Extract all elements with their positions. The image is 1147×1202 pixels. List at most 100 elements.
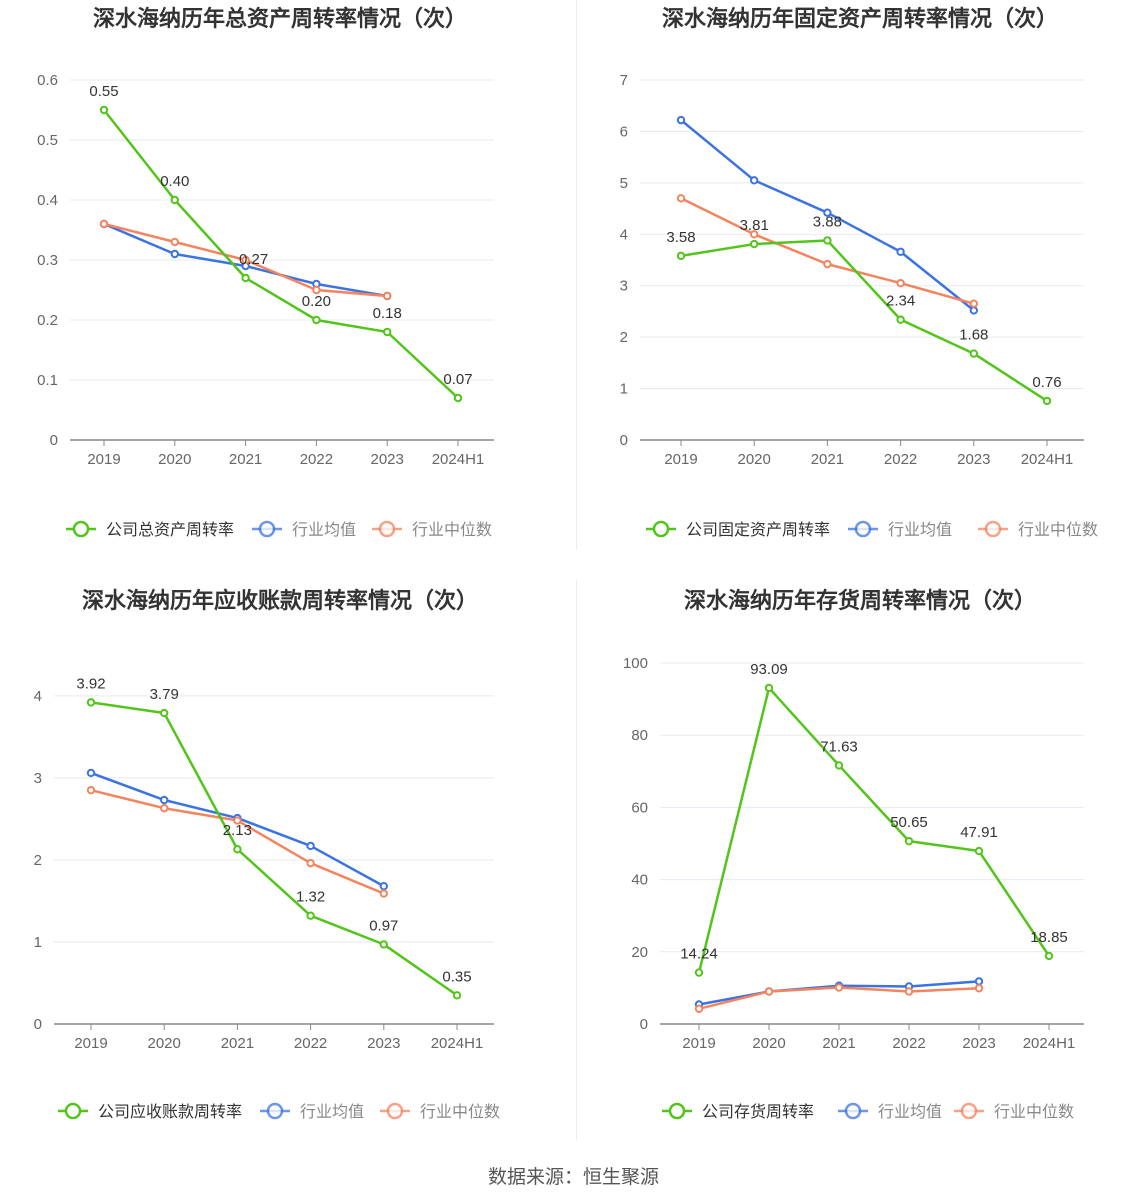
data-label: 3.79	[150, 686, 179, 703]
x-tick-label: 2024H1	[432, 451, 485, 468]
data-point-company	[453, 393, 463, 403]
y-tick-label: 0.3	[37, 252, 58, 269]
data-point-median	[233, 816, 242, 825]
data-point-company	[676, 251, 686, 261]
legend-item-median: 行业中位数	[372, 520, 492, 539]
data-label: 3.58	[666, 229, 695, 246]
data-point-avg	[750, 176, 759, 185]
data-point-company	[904, 836, 914, 846]
data-point-median	[764, 987, 774, 996]
chart-fixed-assets: 深水海纳历年固定资产周转率情况（次） 0 1 2 3 4 5 6 7 2019 2020 2021 20…	[620, 6, 1098, 539]
x-tick-label: 2019	[682, 1035, 715, 1052]
data-point-median	[170, 237, 180, 247]
y-tick-label: 60	[631, 799, 648, 816]
data-point-company	[750, 239, 759, 249]
legend-label: 公司总资产周转率	[106, 521, 234, 539]
legend-item-avg: 行业均值	[260, 1102, 364, 1121]
y-tick-label: 0.5	[37, 132, 58, 149]
chart-inventory: 深水海纳历年存货周转率情况（次） 0 20 40 60 80 100 2019 2020 2021…	[623, 588, 1084, 1121]
data-point-avg	[379, 881, 388, 891]
y-tick-label: 20	[631, 944, 648, 961]
legend-label: 行业中位数	[994, 1103, 1074, 1121]
data-point-company	[974, 846, 984, 856]
series-line-median	[90, 788, 385, 895]
y-tick-label: 0.1	[37, 372, 58, 389]
x-tick-label: 2019	[74, 1035, 107, 1052]
legend-item-company: 公司总资产周转率	[66, 520, 234, 539]
data-point-avg	[170, 249, 180, 259]
data-point-company	[170, 195, 180, 205]
data-point-median	[974, 984, 984, 993]
legend-marker	[984, 520, 1002, 538]
y-tick-label: 2	[34, 852, 42, 869]
legend-marker	[960, 1102, 978, 1120]
y-tick-label: 100	[623, 655, 648, 672]
data-label: 2.13	[223, 822, 252, 839]
data-point-company	[306, 911, 315, 920]
chart-title: 深水海纳历年存货周转率情况（次）	[684, 588, 1036, 613]
data-point-avg	[823, 208, 832, 217]
x-tick-label: 2022	[300, 451, 333, 468]
data-label: 0.07	[443, 371, 472, 388]
x-tick-label: 2024H1	[1021, 451, 1074, 468]
y-tick-label: 5	[620, 175, 628, 192]
legend-marker	[854, 520, 872, 538]
y-tick-label: 80	[631, 727, 648, 744]
x-tick-label: 2024H1	[1023, 1035, 1076, 1052]
data-point-median	[694, 1004, 704, 1014]
data-point-company	[1044, 951, 1054, 961]
y-tick-label: 0.6	[37, 72, 58, 89]
data-point-company	[764, 683, 774, 693]
series-line-company	[103, 109, 459, 399]
data-point-company	[969, 349, 978, 358]
legend-marker	[64, 1102, 82, 1120]
chart-panel-receivables: 深水海纳历年应收账款周转率情况（次） 0 1 2 3 4 2019 2020 2021 2022 2…	[8, 582, 568, 1142]
data-label: 0.27	[239, 251, 268, 268]
data-point-median	[904, 987, 914, 996]
y-tick-label: 6	[620, 123, 628, 140]
data-label: 93.09	[750, 661, 788, 678]
x-tick-label: 2021	[221, 1035, 254, 1052]
data-point-median	[383, 291, 392, 301]
chart-total-assets: 深水海纳历年总资产周转率情况（次） 0 0.1 0.2 0.3 0.4 0.5 0.6 2019…	[37, 6, 494, 539]
data-point-median	[750, 230, 759, 239]
data-point-median	[241, 255, 250, 265]
x-tick-label: 2024H1	[431, 1035, 484, 1052]
data-point-company	[379, 940, 388, 949]
data-label: 14.24	[680, 946, 718, 963]
series-line-company	[680, 239, 1048, 402]
chart-panel-fixed-assets: 深水海纳历年固定资产周转率情况（次） 0 1 2 3 4 5 6 7 2019 2020 2021 20…	[588, 0, 1147, 560]
data-point-median	[834, 983, 844, 992]
legend-label: 行业均值	[292, 521, 356, 539]
y-tick-label: 0	[620, 432, 628, 449]
legend-label: 行业中位数	[1018, 521, 1098, 539]
x-tick-label: 2020	[752, 1035, 785, 1052]
legend-item-median: 行业中位数	[978, 520, 1098, 539]
x-tick-label: 2022	[294, 1035, 327, 1052]
legend-marker	[844, 1102, 862, 1120]
data-point-median	[160, 804, 169, 813]
y-tick-label: 4	[620, 226, 628, 243]
chart-title: 深水海纳历年应收账款周转率情况（次）	[82, 588, 478, 613]
chart-panel-inventory: 深水海纳历年存货周转率情况（次） 0 20 40 60 80 100 2019 2020 2021…	[588, 582, 1147, 1142]
data-point-avg	[896, 247, 905, 256]
data-point-company	[233, 845, 242, 854]
data-point-company	[160, 708, 169, 718]
data-point-company	[452, 991, 462, 1000]
legend-marker	[266, 1102, 284, 1120]
legend-item-avg: 行业均值	[848, 520, 952, 539]
y-tick-label: 1	[34, 934, 42, 951]
data-point-company	[241, 273, 250, 283]
x-tick-label: 2023	[962, 1035, 995, 1052]
legend-label: 公司应收账款周转率	[98, 1102, 242, 1121]
data-point-company	[823, 236, 832, 245]
data-label: 47.91	[960, 824, 998, 841]
chart-receivables: 深水海纳历年应收账款周转率情况（次） 0 1 2 3 4 2019 2020 2021 2022 2…	[34, 588, 500, 1121]
x-tick-label: 2021	[822, 1035, 855, 1052]
data-point-avg	[306, 841, 315, 851]
data-point-avg	[676, 115, 686, 125]
data-point-median	[676, 194, 686, 203]
data-label: 3.92	[76, 675, 105, 692]
data-label: 50.65	[890, 814, 928, 831]
legend-label: 行业中位数	[420, 1103, 500, 1121]
